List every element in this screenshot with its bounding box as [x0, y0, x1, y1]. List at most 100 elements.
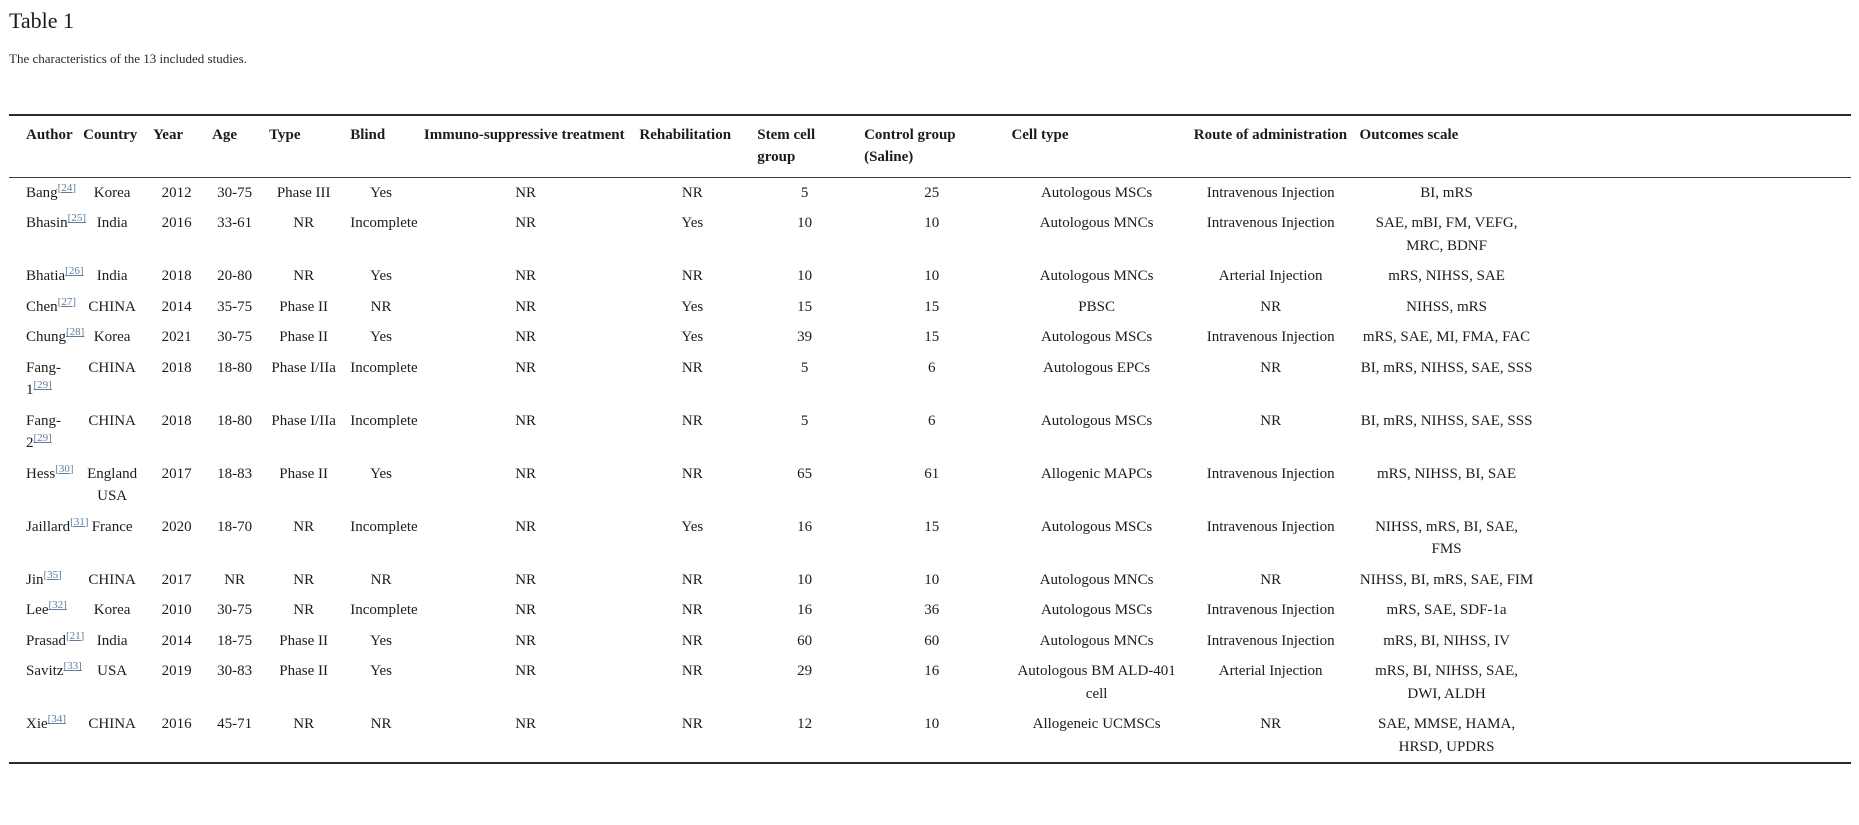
country-cell: Korea	[93, 184, 131, 201]
rehabilitation-cell: Yes	[681, 215, 704, 231]
citation-link[interactable]: [25]	[67, 212, 86, 224]
immuno-cell: NR	[515, 663, 537, 679]
control-group-cell: 36	[924, 602, 940, 618]
table-row: Chung[28] Korea 2021 30-75 Phase II Yes …	[9, 322, 1851, 353]
type-cell: Phase II	[279, 298, 329, 315]
citation-link[interactable]: [28]	[66, 326, 85, 338]
citation-sup: [24]	[58, 180, 76, 194]
immuno-cell: NR	[515, 298, 537, 315]
author-name: Prasad	[26, 632, 66, 649]
blind-cell: Yes	[370, 663, 392, 679]
blind-cell: Incomplete	[350, 215, 418, 231]
rehabilitation-cell: NR	[681, 716, 703, 732]
type-cell: NR	[293, 602, 315, 618]
year-cell: 2021	[161, 329, 192, 345]
stem-cell-group-cell: 5	[800, 184, 809, 201]
citation-sup: [34]	[48, 711, 66, 725]
rehabilitation-cell: NR	[681, 184, 703, 201]
citation-link[interactable]: [21]	[66, 629, 85, 642]
country-cell: India	[96, 268, 128, 284]
country-cell: CHINA	[88, 359, 136, 376]
citation-link[interactable]: [29]	[33, 432, 52, 444]
col-header-control-group: Control group (Saline)	[864, 127, 956, 165]
control-group-cell: 25	[924, 184, 940, 201]
country-cell: Korea	[93, 329, 131, 345]
col-header-cell-type: Cell type	[1011, 127, 1069, 143]
age-cell: 33-61	[217, 215, 253, 231]
blind-cell: Yes	[370, 329, 392, 345]
year-cell: 2020	[161, 518, 192, 535]
cell-type-cell: Autologous MSCs	[1040, 184, 1153, 201]
blind-cell: NR	[370, 298, 392, 315]
outcomes-cell: mRS, SAE, MI, FMA, FAC	[1362, 329, 1531, 345]
stem-cell-group-cell: 29	[797, 663, 813, 679]
stem-cell-group-cell: 16	[797, 518, 813, 535]
type-cell: Phase I/IIa	[271, 359, 336, 376]
citation-link[interactable]: [27]	[57, 295, 76, 308]
immuno-cell: NR	[515, 632, 537, 649]
author-cell: Jin[35]	[9, 565, 77, 596]
country-cell: Korea	[93, 602, 131, 618]
table-row: Bhasin[25] India 2016 33-61 NR Incomplet…	[9, 208, 1851, 261]
type-cell: NR	[293, 268, 315, 284]
type-cell: NR	[293, 518, 315, 535]
rehabilitation-cell: Yes	[681, 298, 704, 315]
citation-link[interactable]: [26]	[65, 265, 84, 277]
year-cell: 2017	[161, 571, 192, 588]
author-name: Savitz	[26, 663, 64, 679]
immuno-cell: NR	[515, 329, 537, 345]
blind-cell: Yes	[370, 184, 392, 201]
route-cell: Intravenous Injection	[1206, 518, 1335, 535]
col-header-immuno: Immuno-suppressive treatment	[423, 127, 625, 143]
country-cell: India	[96, 632, 128, 649]
citation-link[interactable]: [29]	[33, 379, 52, 391]
outcomes-cell: mRS, SAE, SDF-1a	[1386, 602, 1507, 618]
control-group-cell: 15	[924, 329, 940, 345]
citation-link[interactable]: [24]	[57, 181, 76, 194]
citation-sup: [25]	[68, 210, 86, 224]
table-row: Xie[34] CHINA 2016 45-71 NR NR NR NR 12 …	[9, 709, 1851, 763]
spacer-cell	[1540, 208, 1851, 261]
article-table-section: Table 1 The characteristics of the 13 in…	[9, 8, 1851, 764]
country-cell: CHINA	[88, 716, 136, 732]
stem-cell-group-cell: 5	[800, 412, 809, 429]
immuno-cell: NR	[515, 412, 537, 429]
table-row: Savitz[33] USA 2019 30-83 Phase II Yes N…	[9, 656, 1851, 709]
author-name: Fang-1	[26, 359, 61, 399]
citation-sup: [32]	[48, 597, 66, 611]
immuno-cell: NR	[515, 518, 537, 535]
cell-type-cell: Autologous MNCs	[1039, 215, 1154, 231]
year-cell: 2017	[161, 465, 192, 482]
outcomes-cell: BI, mRS, NIHSS, SAE, SSS	[1360, 359, 1533, 376]
spacer-cell	[1540, 565, 1851, 596]
route-cell: Intravenous Injection	[1206, 215, 1335, 231]
stem-cell-group-cell: 5	[800, 359, 809, 376]
citation-link[interactable]: [30]	[55, 462, 74, 475]
table-row: Fang-2[29] CHINA 2018 18-80 Phase I/IIa …	[9, 406, 1851, 459]
year-cell: 2018	[161, 359, 192, 376]
table-row: Fang-1[29] CHINA 2018 18-80 Phase I/IIa …	[9, 353, 1851, 406]
rehabilitation-cell: NR	[681, 359, 703, 376]
author-name: Bang	[26, 184, 58, 201]
spacer-cell	[1540, 626, 1851, 657]
citation-sup: [21]	[66, 628, 84, 642]
age-cell: 18-80	[217, 412, 253, 429]
outcomes-cell: mRS, NIHSS, BI, SAE	[1376, 465, 1517, 482]
outcomes-cell: NIHSS, mRS, BI, SAE, FMS	[1375, 518, 1519, 558]
country-cell: CHINA	[88, 571, 136, 588]
type-cell: Phase II	[279, 663, 329, 679]
immuno-cell: NR	[515, 465, 537, 482]
route-cell: Intravenous Injection	[1206, 329, 1335, 345]
stem-cell-group-cell: 60	[797, 632, 813, 649]
citation-link[interactable]: [35]	[43, 568, 62, 581]
immuno-cell: NR	[515, 571, 537, 588]
citation-link[interactable]: [31]	[70, 515, 89, 528]
citation-link[interactable]: [32]	[48, 599, 67, 611]
col-header-route: Route of administration	[1193, 127, 1348, 143]
col-header-stem-cell-group: Stem cell group	[757, 127, 816, 165]
citation-sup: [35]	[44, 567, 62, 581]
route-cell: NR	[1260, 298, 1282, 315]
citation-link[interactable]: [33]	[63, 660, 82, 672]
author-cell: Prasad[21]	[9, 626, 84, 657]
citation-link[interactable]: [34]	[47, 713, 66, 725]
